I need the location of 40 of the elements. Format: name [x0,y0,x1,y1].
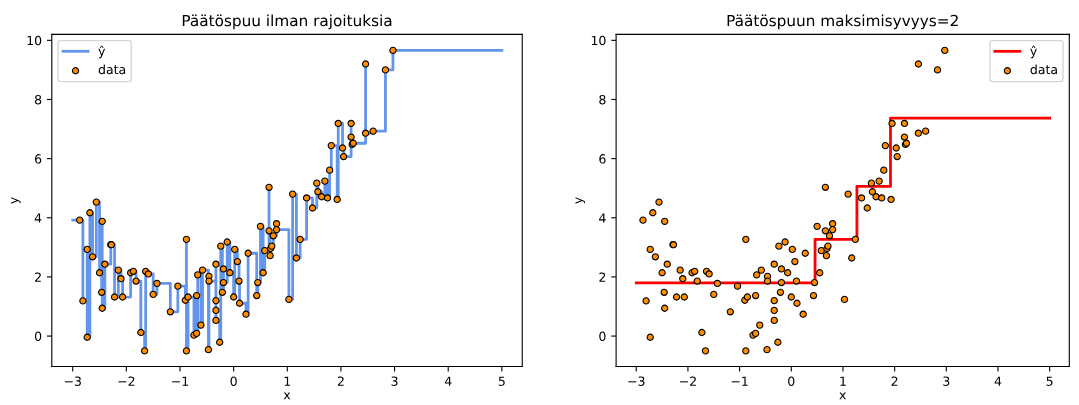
y-tick-label: 4 [34,213,42,223]
y-tick-label: 4 [599,213,606,223]
y-tick-label: 0 [599,331,606,341]
chart-title: Päätöspuun maksimisyvyys=2 [727,14,958,30]
y-axis-title: y [575,197,585,204]
y-tick-label: 8 [34,94,42,105]
legend-label: data [1030,64,1057,75]
x-tick-label: −3 [628,376,645,386]
x-tick-label: −3 [64,376,81,386]
x-tick-label: −1 [731,376,748,386]
x-tick-label: 2 [337,376,344,386]
y-tick-label: 8 [599,94,606,105]
y-tick-label: 10 [27,35,42,46]
x-tick-label: 3 [943,376,950,386]
x-tick-label: 0 [788,376,795,386]
y-tick-label: 2 [35,272,41,282]
y-tick-label: 2 [599,272,606,282]
legend-label: data [98,64,126,75]
x-tick-label: 1 [284,376,291,386]
legend-label: ŷ [98,45,106,59]
x-tick-label: −2 [680,376,696,386]
y-tick-label: 10 [591,35,606,46]
x-tick-label: 5 [498,376,505,386]
x-tick-label: −2 [118,376,135,386]
x-tick-label: 1 [840,376,846,386]
x-tick-label: 4 [994,376,1002,386]
x-axis-title: x [283,392,291,400]
x-tick-label: 2 [891,376,898,386]
x-tick-label: 0 [230,376,237,386]
y-tick-label: 0 [34,331,42,341]
x-tick-label: −1 [172,376,189,386]
chart-title: Päätöspuu ilman rajoituksia [182,14,392,30]
legend-label: ŷ [1030,45,1037,59]
y-tick-label: 6 [599,154,606,164]
y-tick-label: 6 [34,154,42,164]
x-tick-label: 5 [1046,376,1053,386]
x-axis-title: x [839,392,846,400]
x-tick-label: 4 [444,376,452,386]
y-axis-title: y [11,197,21,204]
x-tick-label: 3 [391,376,398,386]
